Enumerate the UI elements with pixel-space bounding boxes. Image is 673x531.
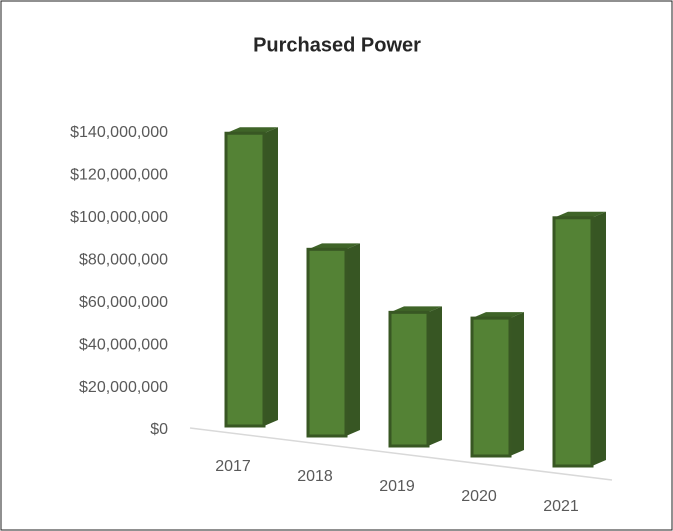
x-tick-label: 2020 xyxy=(461,488,497,505)
bar-side xyxy=(264,127,278,426)
floor-line xyxy=(189,427,613,481)
x-tick-label: 2019 xyxy=(379,478,415,495)
bar xyxy=(388,310,430,448)
bar-side xyxy=(592,211,606,466)
bar-side xyxy=(428,306,442,446)
chart-title: Purchased Power xyxy=(253,34,421,56)
bar xyxy=(552,216,594,468)
y-tick-label: $80,000,000 xyxy=(79,252,168,269)
bar xyxy=(470,316,512,458)
bar-side xyxy=(346,243,360,436)
y-tick-label: $40,000,000 xyxy=(79,336,168,353)
y-tick-label: $0 xyxy=(150,421,168,438)
y-tick-label: $60,000,000 xyxy=(79,294,168,311)
bar-side xyxy=(510,312,524,456)
x-tick-label: 2021 xyxy=(543,498,579,515)
y-tick-label: $100,000,000 xyxy=(70,209,168,226)
bar xyxy=(306,247,348,438)
y-tick-label: $20,000,000 xyxy=(79,379,168,396)
y-tick-label: $120,000,000 xyxy=(70,167,168,184)
y-tick-label: $140,000,000 xyxy=(70,124,168,141)
bar-top xyxy=(472,312,524,319)
x-tick-label: 2018 xyxy=(297,468,333,485)
bar xyxy=(224,131,266,428)
x-tick-label: 2017 xyxy=(215,458,251,475)
